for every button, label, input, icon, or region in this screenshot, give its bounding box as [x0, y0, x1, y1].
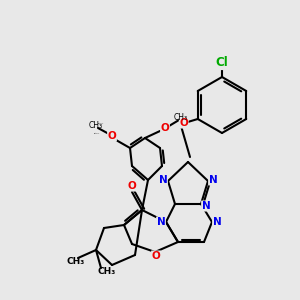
- Text: CH₃: CH₃: [98, 268, 116, 277]
- Text: N: N: [159, 175, 167, 185]
- Text: CH₃: CH₃: [89, 122, 103, 130]
- Text: methoxy: methoxy: [98, 123, 104, 124]
- Text: N: N: [157, 217, 165, 227]
- Text: CH₃: CH₃: [174, 113, 188, 122]
- Text: O: O: [108, 131, 116, 141]
- Text: O: O: [128, 181, 136, 191]
- Text: O: O: [179, 118, 188, 128]
- Text: N: N: [202, 201, 210, 211]
- Text: N: N: [208, 175, 217, 185]
- Text: O: O: [152, 251, 160, 261]
- Text: N: N: [213, 217, 221, 227]
- Text: Cl: Cl: [216, 56, 228, 70]
- Text: methoxy: methoxy: [94, 133, 100, 134]
- Text: CH₃: CH₃: [67, 257, 85, 266]
- Text: O: O: [160, 123, 169, 133]
